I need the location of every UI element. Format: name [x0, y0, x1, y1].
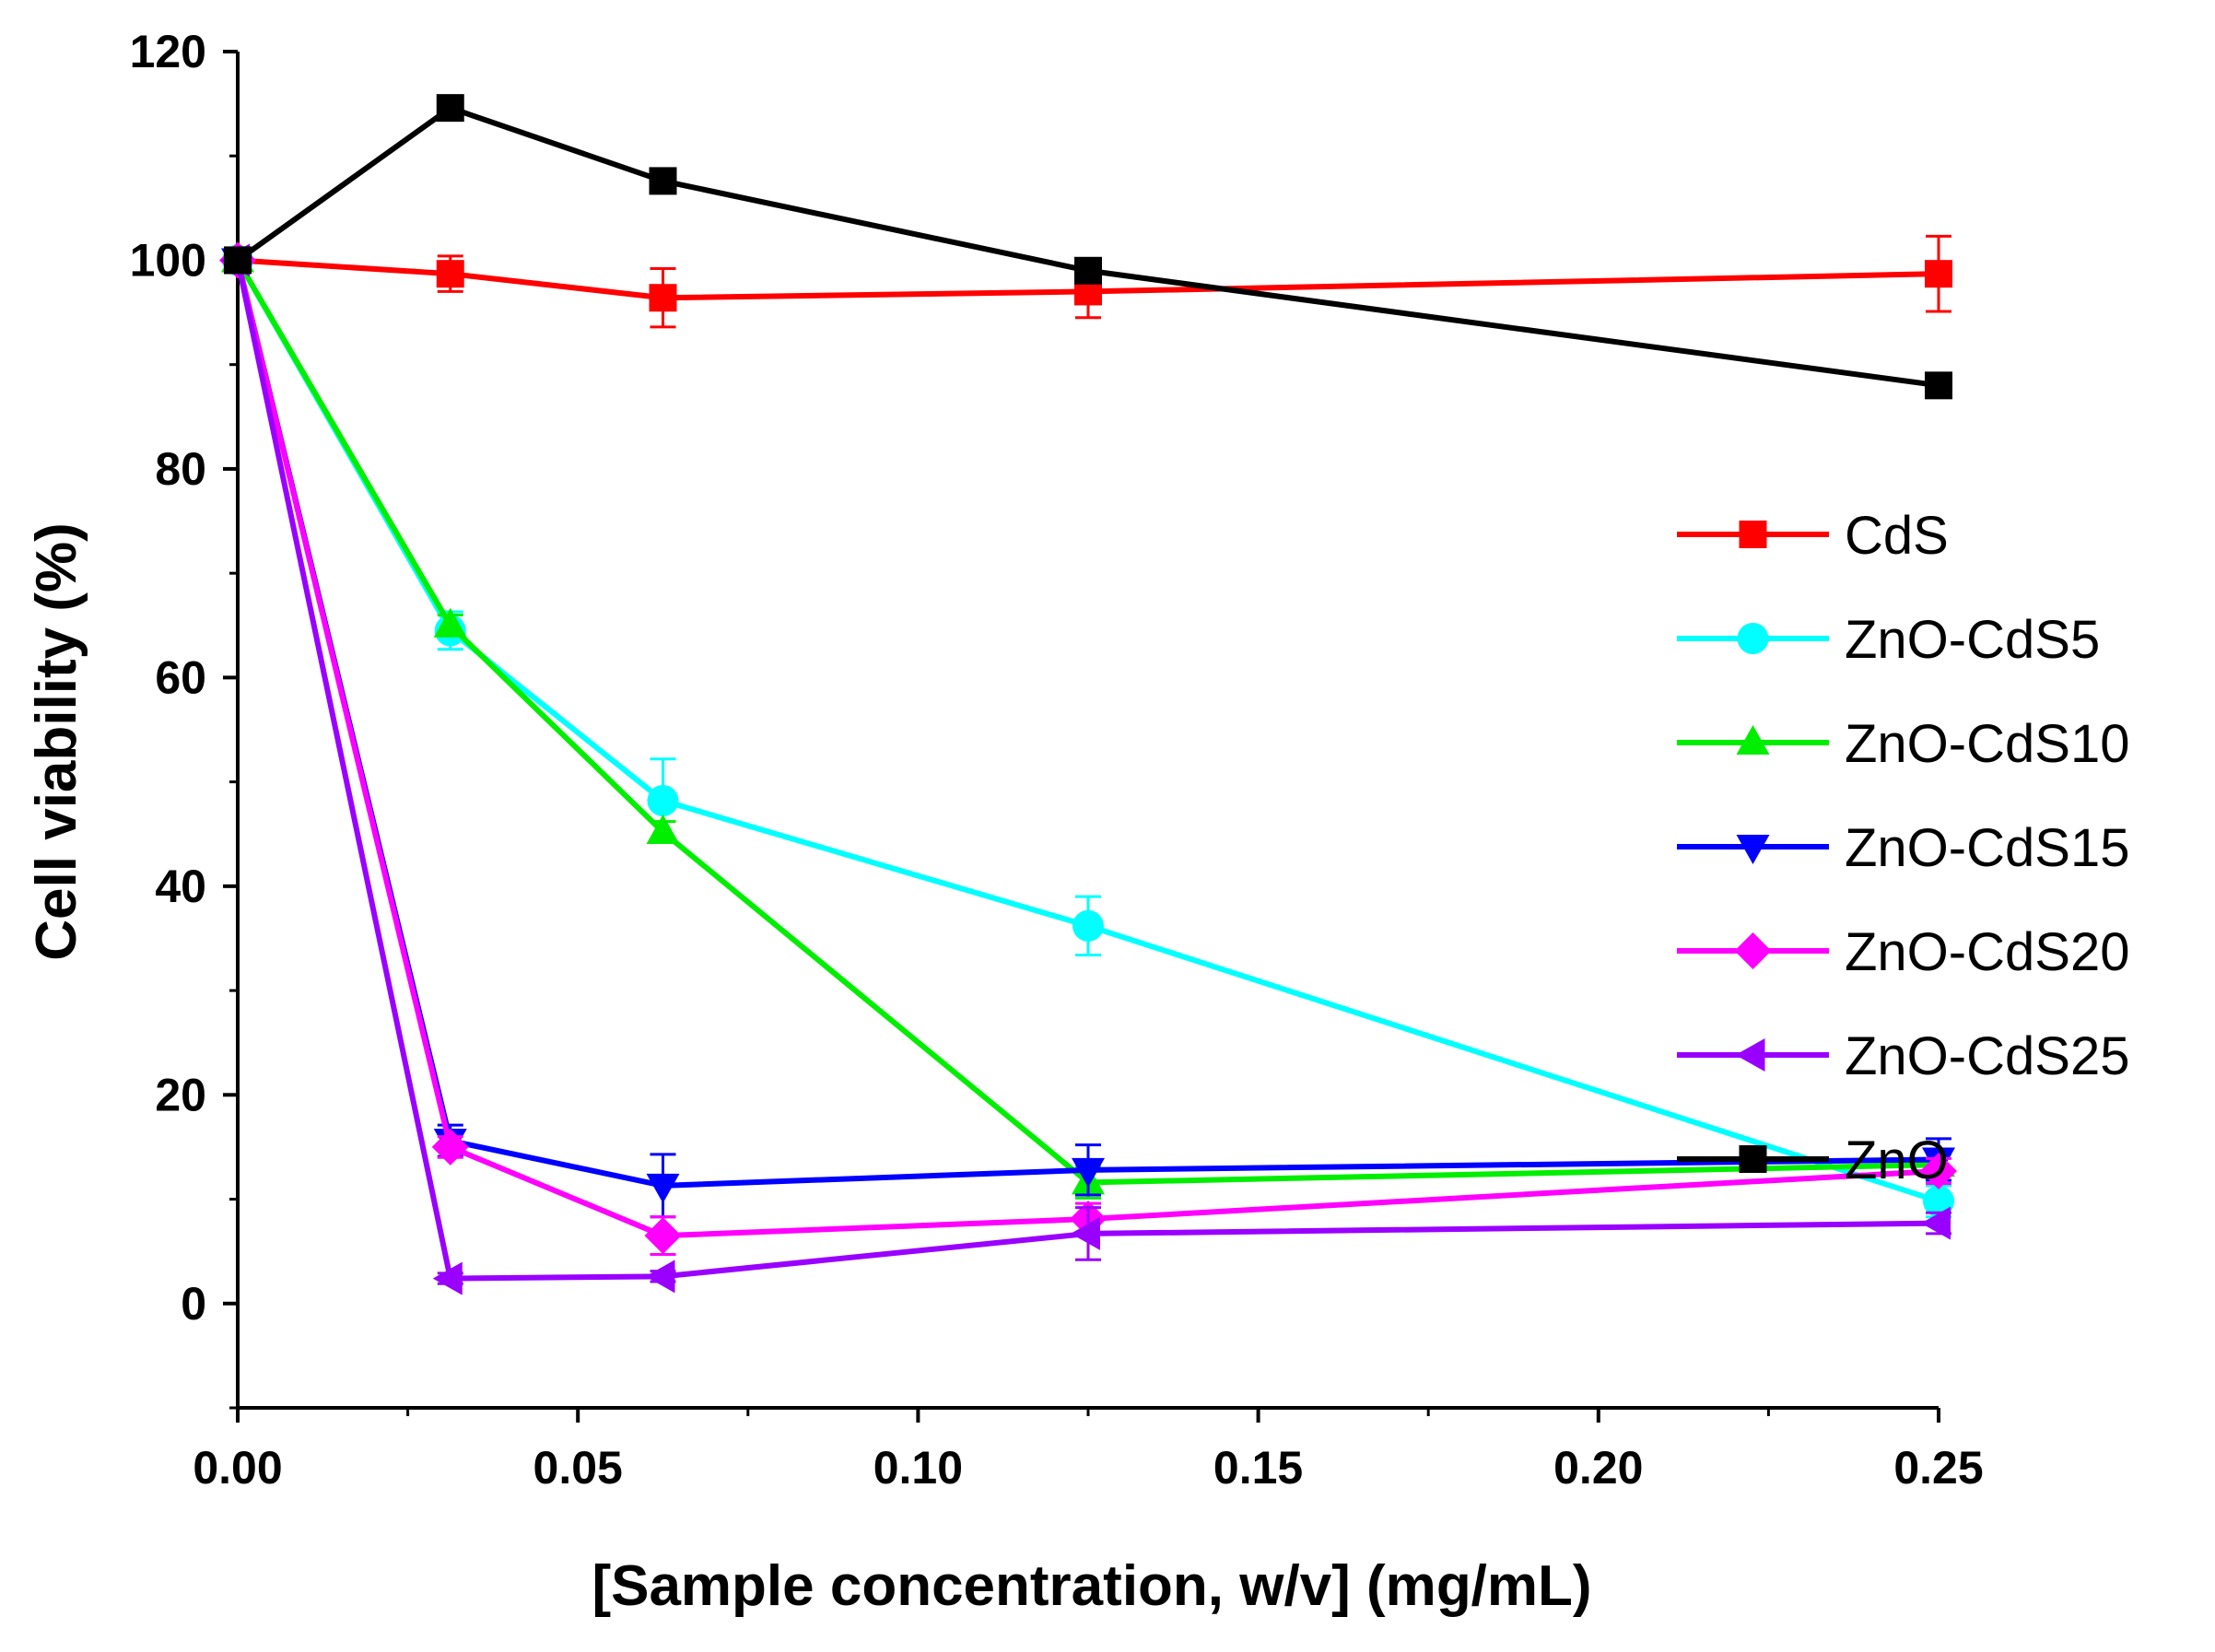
- data-point-cds: [1925, 260, 1952, 288]
- series-zno-cds25: [220, 243, 1951, 1295]
- data-point-zno-cds15: [646, 1173, 680, 1203]
- legend-label: ZnO: [1845, 1131, 1949, 1190]
- data-point-zno-cds25: [432, 1261, 463, 1295]
- axes: 0 20 40 60 80 100 120 0.00 0.05 0.10 0.15 0.20 0.25: [130, 26, 1984, 1494]
- legend-label: ZnO-CdS25: [1845, 1026, 2129, 1086]
- data-point-cds: [436, 260, 464, 288]
- legend-label: ZnO-CdS10: [1845, 714, 2129, 774]
- data-point-zno-cds25: [1071, 1216, 1100, 1250]
- series-line-zno-cds10: [235, 258, 1940, 1186]
- series-line-zno-cds15: [235, 259, 1940, 1189]
- legend-label: ZnO-CdS15: [1845, 818, 2129, 878]
- series-line-zno: [236, 105, 1940, 389]
- data-point-cds: [649, 284, 677, 312]
- x-axis-title: [Sample concentration, w/v] (mg/mL): [592, 1554, 1591, 1618]
- data-point-zno: [1925, 371, 1952, 400]
- data-point-zno-cds10: [646, 814, 680, 844]
- legend-label: ZnO-CdS20: [1845, 922, 2129, 982]
- data-point-zno-cds25: [645, 1260, 675, 1294]
- series-zno-cds5: [222, 244, 1954, 1219]
- y-tick-label: 0: [181, 1278, 206, 1330]
- x-tick-label: 0.10: [873, 1442, 963, 1494]
- series-zno-cds15: [221, 248, 1955, 1219]
- data-point-zno-cds15: [1072, 1157, 1105, 1188]
- legend-item-cds: CdS: [1677, 506, 1949, 566]
- y-tick-label: 120: [130, 26, 206, 77]
- legend-label: CdS: [1845, 506, 1949, 566]
- legend-marker: [1736, 725, 1770, 755]
- legend-item-zno: ZnO: [1677, 1131, 1949, 1190]
- legend-marker: [1739, 1145, 1767, 1173]
- x-tick-label: 0.25: [1893, 1442, 1983, 1494]
- y-tick-label: 100: [130, 234, 206, 286]
- legend-item-zno-cds25: ZnO-CdS25: [1677, 1026, 2129, 1086]
- legend-marker: [1737, 623, 1769, 654]
- legend-marker: [1739, 521, 1767, 548]
- x-tick-label: 0.00: [193, 1442, 282, 1494]
- data-point-zno-cds5: [647, 784, 679, 816]
- legend-item-zno-cds15: ZnO-CdS15: [1677, 818, 2129, 878]
- data-point-zno-cds20: [1920, 1152, 1957, 1189]
- legend-item-zno-cds5: ZnO-CdS5: [1677, 610, 2100, 670]
- x-tick-label: 0.05: [533, 1442, 623, 1494]
- series-zno-cds20: [219, 241, 1957, 1257]
- data-point-zno-cds25: [1921, 1206, 1951, 1240]
- data-point-zno: [1074, 256, 1102, 285]
- series-zno: [224, 94, 1952, 400]
- legend-item-zno-cds10: ZnO-CdS10: [1677, 714, 2129, 774]
- series-line-zno-cds25: [235, 259, 1940, 1282]
- data-point-zno: [224, 246, 252, 275]
- series-line-zno-cds5: [235, 258, 1940, 1204]
- y-tick-label: 20: [155, 1069, 206, 1120]
- y-tick-label: 80: [155, 443, 206, 495]
- data-point-zno-cds20: [431, 1128, 469, 1166]
- y-axis-title: Cell viability (%): [25, 522, 88, 960]
- data-point-zno-cds5: [1072, 909, 1104, 942]
- y-tick-label: 60: [155, 651, 206, 703]
- data-point-zno-cds20: [644, 1217, 682, 1255]
- x-tick-label: 0.20: [1553, 1442, 1643, 1494]
- legend-marker: [1735, 1038, 1765, 1072]
- legend-marker: [1736, 835, 1770, 864]
- legend-label: ZnO-CdS5: [1845, 610, 2100, 670]
- data-point-zno-cds10: [433, 607, 467, 638]
- data-point-zno: [649, 167, 677, 195]
- legend-marker: [1734, 932, 1772, 969]
- data-point-zno: [436, 94, 464, 123]
- y-tick-label: 40: [155, 861, 206, 912]
- legend-item-zno-cds20: ZnO-CdS20: [1677, 922, 2129, 982]
- x-tick-label: 0.15: [1213, 1442, 1303, 1494]
- legend: CdS ZnO-CdS5 ZnO-CdS10 ZnO-CdS15 ZnO-CdS20 Zn…: [1677, 506, 2129, 1190]
- series-line-zno-cds20: [235, 259, 1940, 1239]
- series-group: [219, 94, 1957, 1295]
